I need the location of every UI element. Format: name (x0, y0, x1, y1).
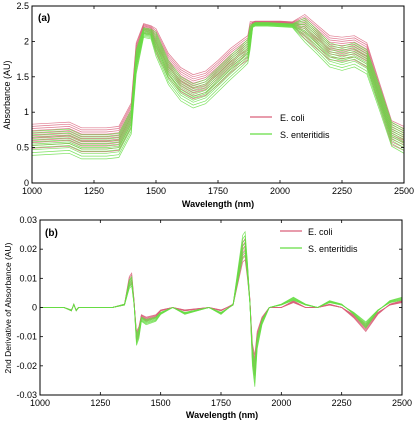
y-tick-label: 0 (32, 303, 37, 313)
x-tick-label: 2500 (394, 186, 414, 196)
series-line-s-enteritidis (31, 24, 405, 152)
series-line-s-enteritidis (31, 24, 405, 150)
series-line-e-coli (31, 18, 405, 133)
x-tick-label: 1750 (211, 398, 231, 408)
y-tick-label: 2.5 (16, 1, 29, 11)
series-line-s-enteritidis (31, 25, 405, 160)
series-line-s-enteritidis (31, 19, 405, 138)
series-line-s-enteritidis (40, 230, 403, 387)
chart-panel-b: 1000 1250 1500 1750 2000 2250 2500 -0.03-0.02-… (3, 215, 412, 420)
series-lines (31, 14, 405, 160)
x-axis-ticks: 1000 1250 1500 1750 2000 2250 2500 (22, 6, 414, 196)
x-tick-label: 1000 (30, 398, 50, 408)
y-axis-label: Absorbance (AU) (2, 60, 12, 129)
legend: E. coli S. enteritidis (280, 227, 358, 254)
y-tick-label: 0.03 (19, 215, 37, 225)
series-line-s-enteritidis (31, 23, 405, 144)
x-axis-label: Wavelength (nm) (182, 199, 254, 209)
x-axis-ticks: 1000 1250 1500 1750 2000 2250 2500 (30, 220, 412, 408)
y-axis-ticks: 0 0.5 1 1.5 2 2.5 (16, 1, 404, 188)
series-line-s-enteritidis (31, 23, 405, 142)
x-tick-label: 1750 (208, 186, 228, 196)
series-line-s-enteritidis (31, 17, 405, 136)
x-tick-label: 2250 (332, 398, 352, 408)
y-axis-ticks: -0.03 -0.02 -0.01 0 0.01 0.02 0.03 (16, 215, 402, 400)
y-axis-label: 2nd Derivative of Absorbance (AU) (3, 242, 13, 373)
legend-label-e-coli: E. coli (308, 227, 333, 237)
y-tick-label: 0.5 (16, 143, 29, 153)
y-tick-label: 0 (24, 178, 29, 188)
series-line-s-enteritidis (31, 25, 405, 157)
y-tick-label: -0.02 (16, 361, 37, 371)
y-tick-label: -0.03 (16, 390, 37, 400)
y-tick-label: 2 (24, 36, 29, 46)
x-tick-label: 2500 (392, 398, 412, 408)
panel-label: (b) (45, 228, 58, 239)
y-tick-label: 1 (24, 107, 29, 117)
x-tick-label: 1000 (22, 186, 42, 196)
x-tick-label: 2000 (271, 398, 291, 408)
x-tick-label: 1250 (84, 186, 104, 196)
series-line-e-coli (31, 16, 405, 131)
y-tick-label: 1.5 (16, 72, 29, 82)
panel-label: (a) (38, 13, 50, 24)
series-line-s-enteritidis (31, 24, 405, 148)
chart-panel-a: 1000 1250 1500 1750 2000 2250 2500 0 0.5 1 1.5 2 2.… (0, 0, 416, 210)
x-tick-label: 1500 (151, 398, 171, 408)
series-line-s-enteritidis (31, 23, 405, 146)
y-tick-label: 0.01 (19, 273, 37, 283)
series-line-e-coli (31, 14, 405, 129)
series-line-s-enteritidis (31, 21, 405, 140)
series-line-s-enteritidis (31, 24, 405, 154)
legend: E. coli S. enteritidis (250, 113, 330, 140)
legend-label-s-enteritidis: S. enteritidis (280, 130, 330, 140)
x-axis-label: Wavelength (nm) (186, 410, 258, 420)
y-tick-label: -0.01 (16, 332, 37, 342)
legend-label-s-enteritidis: S. enteritidis (308, 244, 358, 254)
legend-label-e-coli: E. coli (280, 113, 305, 123)
x-tick-label: 2000 (270, 186, 290, 196)
x-tick-label: 1250 (90, 398, 110, 408)
x-tick-label: 1500 (146, 186, 166, 196)
y-tick-label: 0.02 (19, 244, 37, 254)
x-tick-label: 2250 (332, 186, 352, 196)
series-lines (40, 230, 403, 387)
